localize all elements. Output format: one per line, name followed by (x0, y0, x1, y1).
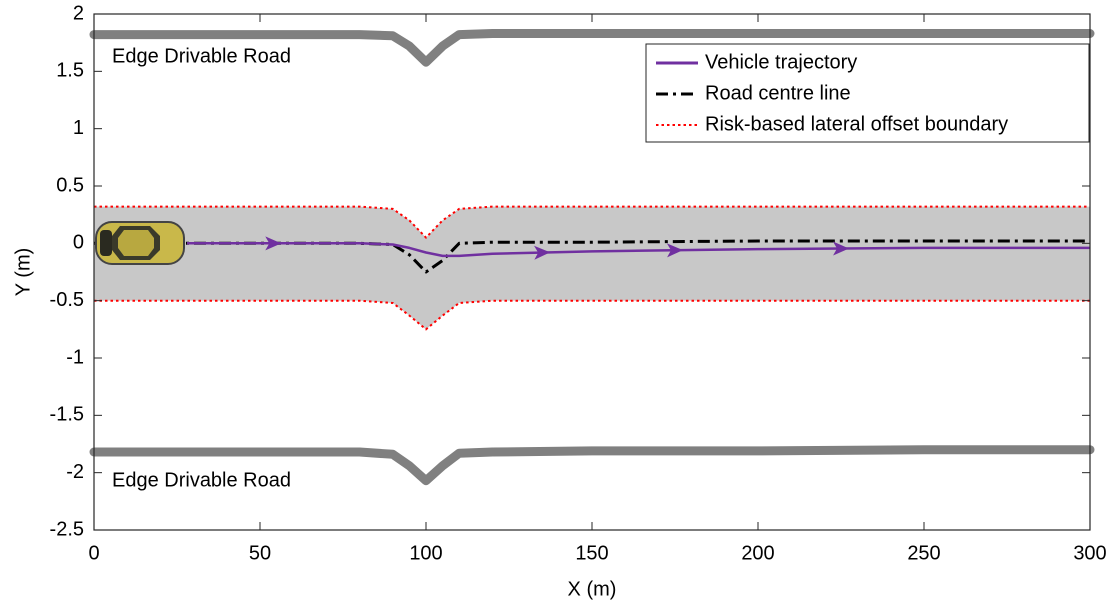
car-window (100, 230, 112, 256)
y-tick-label: -2.5 (50, 518, 84, 540)
y-tick-label: -1 (66, 346, 84, 368)
x-tick-label: 200 (741, 542, 774, 564)
x-tick-label: 0 (88, 542, 99, 564)
legend-label: Road centre line (705, 82, 851, 104)
risk-boundary (94, 205, 1090, 240)
legend-label: Risk-based lateral offset boundary (705, 113, 1008, 135)
legend-box (645, 43, 1090, 143)
road-edge (89, 445, 1095, 486)
y-tick-label: 0 (73, 232, 84, 254)
trajectory-arrow (265, 236, 282, 251)
y-axis-label: Y (m) (12, 248, 34, 297)
x-tick-label: 50 (249, 542, 271, 564)
trajectory (187, 242, 1090, 258)
trajectory-arrow (832, 241, 849, 256)
x-tick-label: 150 (575, 542, 608, 564)
y-tick-label: 2 (73, 2, 84, 24)
y-tick-label: -1.5 (50, 404, 84, 426)
risk-boundary (94, 299, 1090, 331)
y-tick-label: -0.5 (50, 289, 84, 311)
car-roof-top (118, 230, 154, 256)
risk-area (94, 206, 1090, 330)
y-tick-label: 1 (73, 117, 84, 139)
trajectory-arrow (666, 243, 683, 258)
y-tick-label: 1.5 (56, 60, 84, 82)
road-edge (89, 29, 1095, 67)
centre-line (94, 239, 1090, 274)
trajectory-arrow (534, 245, 551, 260)
car (95, 221, 185, 265)
annotation: Edge Drivable Road (112, 45, 291, 67)
legend-label: Vehicle trajectory (705, 51, 857, 73)
y-tick-label: 0.5 (56, 174, 84, 196)
x-tick-label: 100 (409, 542, 442, 564)
x-axis-label: X (m) (568, 578, 617, 600)
x-tick-label: 300 (1073, 542, 1106, 564)
y-tick-label: -2 (66, 461, 84, 483)
plot-area (89, 29, 1095, 486)
annotation: Edge Drivable Road (112, 469, 291, 491)
x-tick-label: 250 (907, 542, 940, 564)
